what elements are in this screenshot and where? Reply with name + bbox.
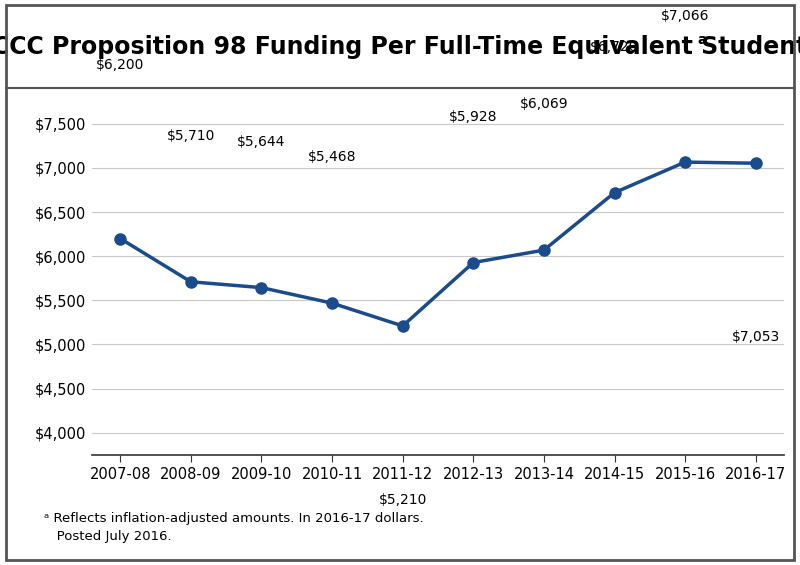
Text: $5,710: $5,710 — [166, 129, 215, 143]
Text: $6,069: $6,069 — [520, 97, 568, 111]
Text: $5,644: $5,644 — [238, 134, 286, 149]
Text: Posted July 2016.: Posted July 2016. — [44, 530, 172, 544]
Text: a: a — [698, 33, 707, 46]
Text: CCC Proposition 98 Funding Per Full-Time Equivalent Student: CCC Proposition 98 Funding Per Full-Time… — [0, 35, 800, 59]
Text: $7,053: $7,053 — [732, 330, 780, 344]
Text: $6,200: $6,200 — [96, 58, 145, 72]
Text: $7,066: $7,066 — [661, 9, 710, 23]
Text: $5,210: $5,210 — [378, 493, 427, 507]
Text: $5,468: $5,468 — [308, 150, 356, 164]
Text: $6,720: $6,720 — [590, 40, 638, 54]
Text: ᵃ Reflects inflation-adjusted amounts. In 2016-17 dollars.: ᵃ Reflects inflation-adjusted amounts. I… — [44, 512, 424, 525]
Text: $5,928: $5,928 — [449, 110, 498, 124]
